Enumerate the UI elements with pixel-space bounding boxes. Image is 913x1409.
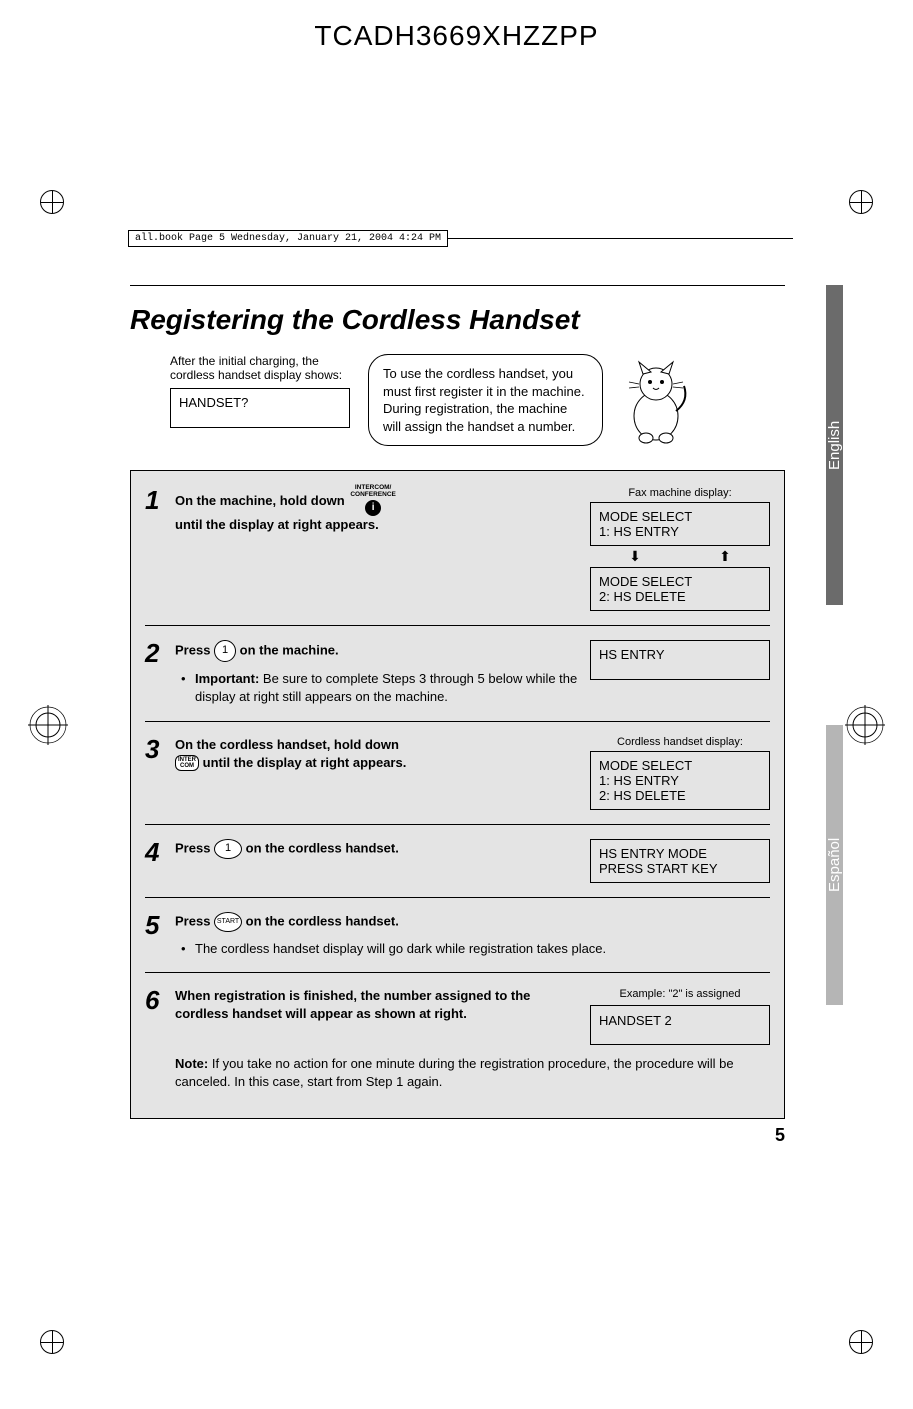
step1-text-b: until the display at right appears. — [175, 517, 379, 532]
step-1: 1 On the machine, hold down INTERCOM/CON… — [145, 483, 770, 625]
registration-mark — [40, 190, 64, 214]
registration-mark — [40, 1330, 64, 1354]
step1-displays: Fax machine display: MODE SELECT1: HS EN… — [590, 487, 770, 611]
steps-panel: 1 On the machine, hold down INTERCOM/CON… — [130, 470, 785, 1118]
registration-mark — [849, 1330, 873, 1354]
step-body: On the machine, hold down INTERCOM/CONFE… — [175, 487, 578, 534]
registration-mark — [849, 190, 873, 214]
step-body: Press START on the cordless handset. • T… — [175, 912, 770, 958]
intro-row: After the initial charging, the cordless… — [130, 354, 785, 446]
note-label: Note: — [175, 1056, 208, 1071]
step5-bullet: • The cordless handset display will go d… — [175, 940, 770, 958]
fax-display-2: MODE SELECT2: HS DELETE — [590, 567, 770, 611]
step-body: Press 1 on the cordless handset. — [175, 839, 578, 859]
step5-text-b: on the cordless handset. — [246, 913, 399, 928]
step-2: 2 Press 1 on the machine. • Important: B… — [145, 625, 770, 720]
step6-note: Note: If you take no action for one minu… — [175, 1055, 770, 1091]
intro-left: After the initial charging, the cordless… — [170, 354, 350, 428]
document-code: TCADH3669XHZZPP — [0, 0, 913, 52]
filepath-row: all.book Page 5 Wednesday, January 21, 2… — [120, 228, 793, 248]
step-number: 1 — [145, 487, 175, 513]
hs-entry-display: HS ENTRY — [590, 640, 770, 680]
key-start-icon: START — [214, 912, 242, 932]
page-title: Registering the Cordless Handset — [130, 304, 785, 336]
fax-display-1: MODE SELECT1: HS ENTRY — [590, 502, 770, 546]
tab-espanol: Español — [826, 725, 843, 1005]
step4-display: HS ENTRY MODEPRESS START KEY — [590, 839, 770, 883]
cordless-display-box: MODE SELECT 1: HS ENTRY 2: HS DELETE — [590, 751, 770, 810]
page-number: 5 — [130, 1125, 785, 1146]
step-number: 6 — [145, 987, 175, 1013]
step3-text-b: until the display at right appears. — [203, 755, 407, 770]
handset-2-display: HANDSET 2 — [590, 1005, 770, 1045]
intercom-conference-icon: INTERCOM/CONFERENCE i — [348, 487, 398, 516]
step-3: 3 On the cordless handset, hold down INT… — [145, 721, 770, 824]
language-tabs: English Español — [826, 285, 858, 1005]
bullet-icon: • — [181, 940, 195, 958]
hs-entry-mode-display: HS ENTRY MODEPRESS START KEY — [590, 839, 770, 883]
toggle-arrows: ⬇ ⬆ — [590, 548, 770, 565]
intro-caption: After the initial charging, the cordless… — [170, 354, 350, 382]
horizontal-rule — [130, 285, 785, 286]
arrow-down-icon: ⬇ — [629, 548, 641, 565]
speech-bubble: To use the cordless handset, you must fi… — [368, 354, 603, 446]
info-icon: i — [365, 500, 381, 516]
step-number: 2 — [145, 640, 175, 666]
step1-text-a: On the machine, hold down — [175, 493, 345, 508]
step4-text-b: on the cordless handset. — [246, 840, 399, 855]
step2-text-a: Press — [175, 643, 210, 658]
note-body: If you take no action for one minute dur… — [175, 1056, 734, 1089]
step5-bullet-text: The cordless handset display will go dar… — [195, 940, 606, 958]
page-content: Registering the Cordless Handset After t… — [130, 285, 785, 1146]
example-caption: Example: "2" is assigned — [590, 987, 770, 1002]
step2-bullet: • Important: Be sure to complete Steps 3… — [175, 670, 578, 706]
step-4: 4 Press 1 on the cordless handset. HS EN… — [145, 824, 770, 897]
step2-display: HS ENTRY — [590, 640, 770, 680]
step-body: Press 1 on the machine. • Important: Be … — [175, 640, 578, 706]
step5-text-a: Press — [175, 913, 210, 928]
key-1-icon: 1 — [214, 640, 236, 662]
step6-text: When registration is finished, the numbe… — [175, 988, 530, 1021]
arrow-up-icon: ⬆ — [719, 548, 731, 565]
step-number: 3 — [145, 736, 175, 762]
intercom-label-top: INTERCOM/CONFERENCE — [350, 485, 396, 498]
speech-text: To use the cordless handset, you must fi… — [383, 366, 585, 434]
step2-text-b: on the machine. — [240, 643, 339, 658]
step3-text-a: On the cordless handset, hold down — [175, 737, 399, 752]
step-number: 5 — [145, 912, 175, 938]
cordless-display-caption: Cordless handset display: — [590, 736, 770, 748]
step-number: 4 — [145, 839, 175, 865]
step4-text-a: Press — [175, 840, 210, 855]
step2-important-label: Important: — [195, 671, 259, 686]
bullet-icon: • — [181, 670, 195, 706]
step3-display: Cordless handset display: MODE SELECT 1:… — [590, 736, 770, 810]
key-1-oval-icon: 1 — [214, 839, 242, 859]
filepath-text: all.book Page 5 Wednesday, January 21, 2… — [128, 230, 448, 247]
step-5: 5 Press START on the cordless handset. •… — [145, 897, 770, 972]
step-6: 6 When registration is finished, the num… — [145, 972, 770, 1106]
registration-mark-mid — [28, 705, 68, 745]
tab-english: English — [826, 285, 843, 605]
intercom-badge-icon: INTER COM — [175, 755, 199, 771]
step-body: On the cordless handset, hold down INTER… — [175, 736, 578, 772]
handset-display-box: HANDSET? — [170, 388, 350, 428]
fax-display-caption: Fax machine display: — [590, 487, 770, 499]
step-body: When registration is finished, the numbe… — [175, 987, 770, 1092]
